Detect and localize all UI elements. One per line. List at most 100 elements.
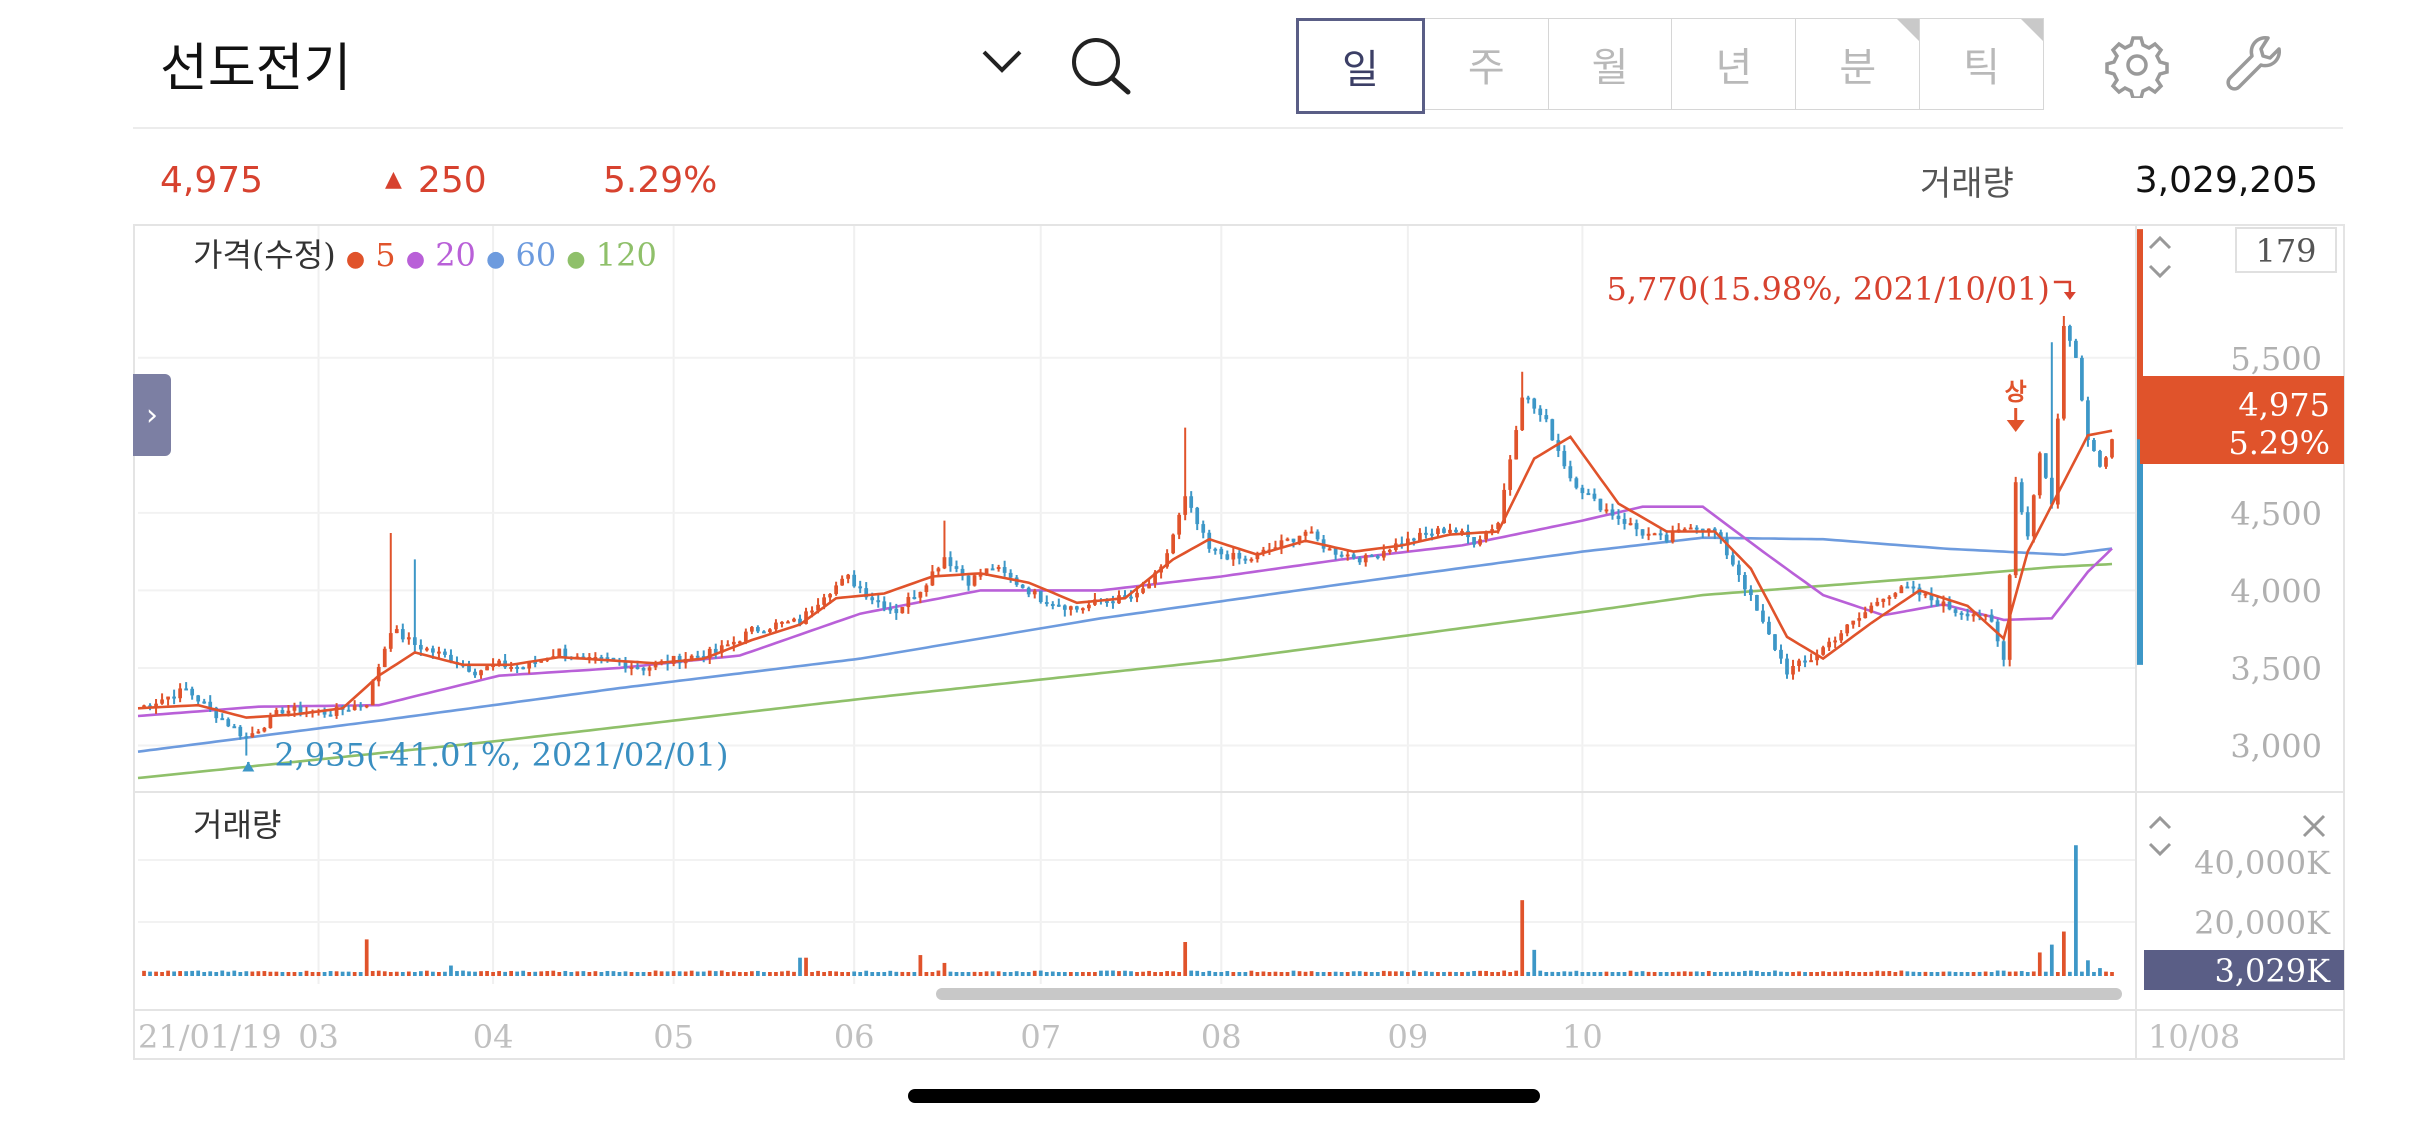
volume-bar	[737, 972, 742, 976]
candle-body	[1965, 613, 1970, 617]
candle-body	[1044, 602, 1049, 605]
candle-body	[816, 604, 820, 611]
candle-body	[912, 597, 917, 600]
volume-bar	[388, 972, 393, 976]
volume-bar	[725, 972, 730, 976]
chevron-down-icon[interactable]	[978, 44, 1026, 80]
candle-body	[1460, 530, 1464, 533]
volume-bar	[1514, 970, 1519, 976]
candle-body	[719, 645, 724, 653]
candle-body	[1514, 430, 1519, 460]
volume-bar	[1448, 971, 1452, 976]
chart-scrollbar[interactable]	[936, 988, 2122, 1000]
candle-body	[1032, 590, 1037, 595]
candle-body	[244, 736, 249, 739]
stock-name[interactable]: 선도전기	[160, 39, 352, 99]
volume-bar	[1941, 971, 1946, 976]
candle-body	[467, 665, 471, 672]
volume-bar	[1243, 972, 1248, 976]
legend-dot-ma20: ●	[405, 247, 426, 272]
gear-icon[interactable]	[2104, 32, 2170, 98]
volume-bar	[1893, 972, 1898, 976]
price-change: ▲ 250	[385, 160, 487, 201]
volume-bar	[816, 970, 820, 976]
candle-body	[1496, 523, 1500, 530]
candle-body	[1779, 649, 1783, 659]
candle-body	[1436, 528, 1440, 535]
candle-body	[671, 655, 676, 664]
candle-body	[1953, 609, 1958, 613]
candle-body	[1309, 531, 1314, 534]
candle-body	[713, 648, 718, 653]
candle-body	[1375, 556, 1380, 559]
candle-body	[1448, 529, 1452, 533]
volume-bar	[479, 971, 483, 976]
price-top-value: 179	[2255, 232, 2316, 270]
wrench-icon[interactable]	[2224, 32, 2290, 98]
candle-body	[515, 666, 520, 669]
candle-body	[1038, 590, 1043, 603]
candle-body	[864, 588, 869, 598]
volume-bar	[611, 971, 616, 976]
candle-body	[1129, 596, 1133, 599]
volume-bar	[900, 971, 905, 976]
period-tab-3[interactable]: 년	[1671, 18, 1797, 110]
candle-body	[1544, 415, 1549, 420]
volume-bar	[936, 970, 941, 976]
legend-dot-ma5: ●	[345, 247, 366, 272]
period-tab-5[interactable]: 틱	[1919, 18, 2044, 110]
candle-body	[1442, 528, 1446, 533]
candle-body	[1249, 559, 1254, 562]
period-tab-1[interactable]: 주	[1423, 18, 1549, 110]
candle-body	[334, 706, 339, 716]
candle-body	[689, 655, 694, 659]
ma5-line	[137, 429, 2113, 719]
candle-body	[1484, 531, 1488, 540]
candle-body	[1845, 624, 1850, 634]
volume-bar	[304, 970, 309, 976]
volume-bar	[418, 971, 423, 976]
candle-body	[563, 648, 568, 658]
search-icon[interactable]	[1068, 34, 1134, 100]
volume-bar	[412, 972, 417, 976]
volume-bar	[352, 972, 357, 976]
volume-bar	[1189, 970, 1194, 976]
candle-body	[1875, 601, 1880, 606]
current-rate-label: 5.29%	[2228, 424, 2330, 462]
volume-bar	[1556, 972, 1561, 976]
ma5-path	[137, 429, 2113, 719]
candle-body	[358, 705, 363, 708]
candle-body	[756, 627, 760, 632]
volume-bar	[1430, 971, 1434, 976]
volume-bar	[972, 971, 977, 976]
volume-bar	[804, 957, 808, 976]
volume-bar	[2019, 971, 2024, 976]
volume-bar	[2098, 968, 2102, 976]
volume-bar	[1020, 972, 1025, 976]
up-arrow-icon: ▲	[385, 167, 402, 192]
volume-bar	[208, 971, 213, 976]
volume-bar	[1598, 971, 1603, 976]
volume-bar	[1183, 942, 1188, 976]
candle-body	[2019, 482, 2024, 513]
chevron-up-icon	[2148, 815, 2172, 830]
price-top-box	[2235, 227, 2337, 273]
period-tab-0[interactable]: 일	[1296, 18, 1425, 114]
candle-body	[750, 627, 754, 632]
volume-bar	[713, 971, 718, 976]
volume-bar	[2092, 971, 2096, 976]
chart-sidebar-toggle[interactable]: ›	[133, 374, 171, 456]
volume-bar	[1141, 971, 1145, 976]
period-tab-4[interactable]: 분	[1795, 18, 1921, 110]
candle-body	[1737, 564, 1741, 576]
candle-body	[774, 622, 778, 630]
volume-bar	[2043, 971, 2048, 976]
volume-bar	[575, 971, 580, 976]
candle-body	[1989, 614, 1994, 622]
legend-ma120: 120	[595, 236, 657, 274]
candle-body	[1056, 604, 1061, 607]
volume-bar	[1502, 970, 1507, 976]
legend-title: 가격(수정)	[193, 236, 336, 274]
candle-body	[948, 557, 953, 567]
